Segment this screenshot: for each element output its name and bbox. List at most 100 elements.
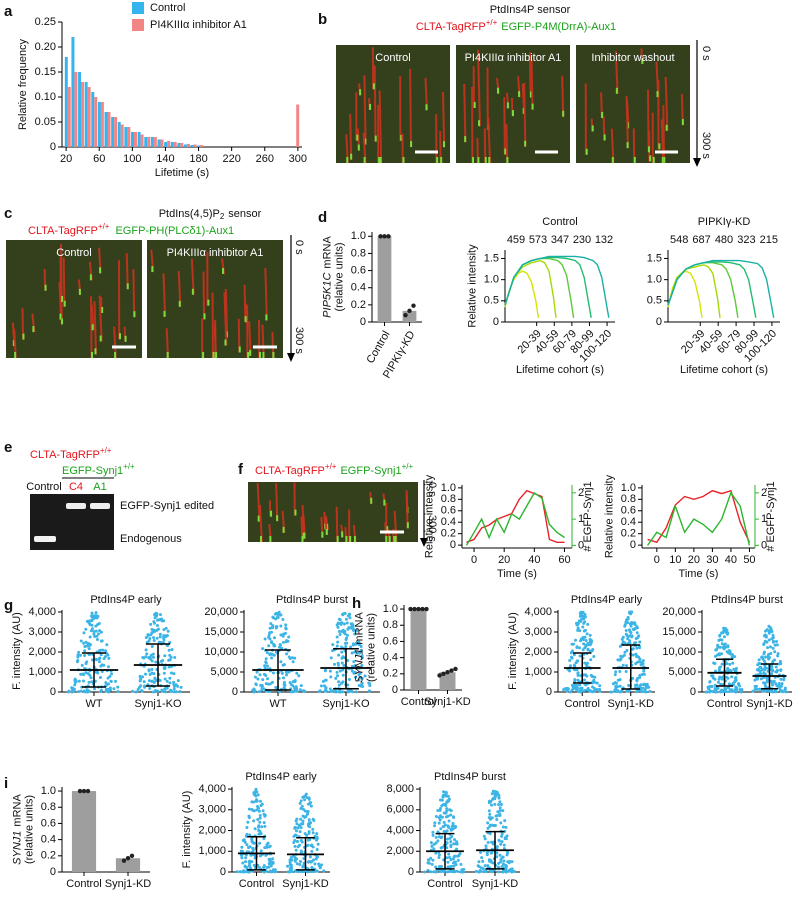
- kymograph-streak: [214, 319, 217, 359]
- dot: [150, 667, 154, 671]
- time-label: 300 s: [700, 132, 712, 159]
- dot: [503, 863, 507, 867]
- dot: [156, 689, 160, 693]
- dot: [79, 639, 83, 643]
- bar: [120, 124, 124, 147]
- y-tick-label: 5,000: [668, 666, 696, 678]
- y-tick-label: 0.6: [383, 635, 398, 647]
- dot: [262, 865, 266, 869]
- dot: [296, 839, 300, 843]
- dot: [289, 856, 293, 860]
- dot: [95, 637, 99, 641]
- channel-labels: CLTA-TagRFP+/+ EGFP-PH(PLCδ1)-Aux1: [28, 222, 234, 237]
- dot: [284, 670, 288, 674]
- dot: [288, 860, 292, 864]
- dot: [731, 661, 735, 665]
- dot: [426, 861, 430, 865]
- dot: [724, 690, 728, 694]
- dot: [759, 666, 763, 670]
- dot: [774, 690, 778, 694]
- dot: [592, 678, 596, 682]
- dot: [505, 834, 509, 838]
- kymograph: [147, 240, 283, 359]
- dot: [149, 653, 153, 657]
- y-tick-label: 0.6: [41, 817, 56, 829]
- dot: [264, 657, 268, 661]
- x-tick-label: 220: [222, 153, 240, 165]
- dot: [634, 655, 638, 659]
- y-tick-label: 0.2: [621, 528, 636, 540]
- dot: [502, 859, 506, 863]
- dot: [269, 622, 273, 626]
- dot: [98, 675, 102, 679]
- dot: [260, 686, 264, 690]
- dot: [106, 665, 110, 669]
- dot: [298, 862, 302, 866]
- dot: [444, 803, 448, 807]
- chart-title: PtdIns4P early: [571, 594, 643, 606]
- bar: [107, 112, 111, 147]
- dot: [104, 681, 108, 685]
- dot: [638, 640, 642, 644]
- y-axis-label: F. intensity (AU): [181, 791, 193, 869]
- dot: [172, 683, 176, 687]
- dot: [250, 837, 254, 841]
- dot: [495, 814, 499, 818]
- dot: [313, 862, 317, 866]
- dot: [147, 679, 151, 683]
- dot: [98, 656, 102, 660]
- green-channel: EGFP-PH(PLCδ1)-Aux1: [115, 225, 234, 237]
- dot: [163, 666, 167, 670]
- dot: [254, 794, 258, 798]
- dot: [262, 837, 266, 841]
- dot: [779, 668, 783, 672]
- dot: [235, 870, 239, 874]
- dot: [583, 628, 587, 632]
- dot: [429, 841, 433, 845]
- dot: [619, 689, 623, 693]
- series-line: [504, 259, 557, 318]
- dot: [256, 677, 260, 681]
- dot: [568, 658, 572, 662]
- y-tick-label: 1.0: [41, 785, 56, 797]
- dot: [158, 613, 162, 617]
- data-point: [403, 312, 408, 318]
- bar: [410, 609, 427, 690]
- dot: [439, 865, 443, 869]
- dot: [112, 687, 116, 691]
- bar: [140, 134, 144, 147]
- dot: [642, 672, 646, 676]
- dot: [625, 664, 629, 668]
- dot: [717, 652, 721, 656]
- dot: [301, 870, 305, 874]
- y-tick-label: 4,000: [524, 606, 552, 618]
- dot: [721, 630, 725, 634]
- dot: [241, 839, 245, 843]
- dot: [293, 825, 297, 829]
- dot: [507, 869, 511, 873]
- dot: [248, 833, 252, 837]
- kymograph-streak: [487, 117, 492, 164]
- dot: [84, 671, 88, 675]
- dot: [284, 623, 288, 627]
- dot: [720, 652, 724, 656]
- dot: [588, 688, 592, 692]
- dot: [459, 862, 463, 866]
- dot: [433, 824, 437, 828]
- dot: [243, 840, 247, 844]
- dot: [148, 655, 152, 659]
- dot: [438, 798, 442, 802]
- dot: [242, 870, 246, 874]
- dot: [306, 822, 310, 826]
- y-axis-label: Relative intensity: [466, 244, 478, 328]
- dot: [99, 690, 103, 694]
- x-tick-label: Control: [707, 698, 742, 710]
- x-tick-label: Control: [239, 878, 274, 890]
- y-axis-label: Relative intensity: [423, 474, 435, 558]
- y-tick-label: 2,000: [386, 845, 414, 857]
- dot: [434, 814, 438, 818]
- dot: [335, 674, 339, 678]
- y-tick-label: 8,000: [386, 783, 414, 795]
- dot: [93, 615, 97, 619]
- dot: [293, 844, 297, 848]
